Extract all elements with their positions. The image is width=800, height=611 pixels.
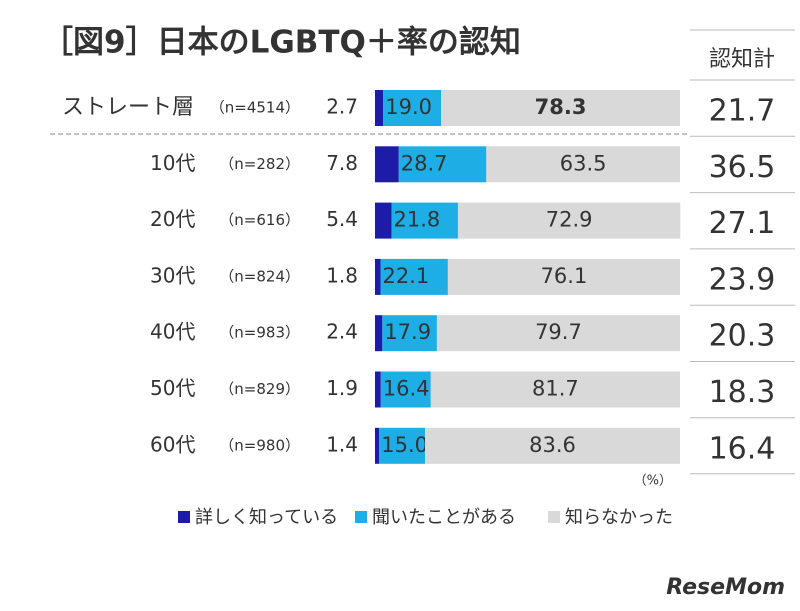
category-label: ストレート層 [62,95,194,120]
legend-label: 詳しく知っている [195,507,338,528]
value-label: 76.1 [541,264,588,288]
value-label: 17.9 [384,320,431,344]
unit-label: （%） [634,474,672,489]
value-label: 15.0 [381,433,428,457]
bar-segment [380,371,431,408]
total-value: 36.5 [709,150,776,185]
value-label: 83.6 [529,433,576,457]
value-label: 16.4 [383,377,430,401]
category-label: 50代 [150,376,195,400]
legend-swatch [355,511,367,523]
total-value: 20.3 [709,319,776,354]
bar-segment [436,315,680,352]
sample-label: （n=616） [219,211,300,229]
value-label: 78.3 [535,95,587,119]
category-label: 60代 [150,432,195,456]
sample-label: （n=4514） [210,99,300,117]
total-value: 16.4 [709,431,776,466]
bar-segment [375,427,380,464]
bar-segment [375,371,381,408]
legend-label: 聞いたことがある [372,507,516,528]
value-label: 63.5 [560,151,607,175]
bar-segment [398,146,487,183]
category-label: 10代 [150,151,195,175]
value-label: 81.7 [532,377,579,401]
total-value: 18.3 [709,375,776,410]
bar-segment [375,202,392,239]
watermark: ReseMom [666,575,785,600]
bar-segment [441,90,680,126]
sample-label: （n=282） [219,155,300,173]
sample-label: （n=983） [219,324,300,342]
bar-segment [486,146,680,183]
value-label: 2.7 [326,95,358,119]
bar-segment [383,90,442,126]
bar-segment [375,315,383,352]
bar-segment [425,427,680,464]
value-label: 21.8 [393,208,440,232]
category-label: 40代 [150,320,195,344]
bar-segment [430,371,680,408]
value-label: 1.9 [326,376,358,400]
value-label: 72.9 [546,208,593,232]
legend-swatch [178,511,190,523]
bar-segment [380,258,448,295]
sample-label: （n=980） [219,436,300,454]
value-label: 22.1 [382,264,429,288]
value-label: 28.7 [401,151,448,175]
total-value: 23.9 [709,262,776,297]
value-label: 1.4 [326,432,358,456]
bar-segment [375,258,381,295]
value-label: 19.0 [385,95,432,119]
total-value: 27.1 [709,206,776,241]
value-label: 1.8 [326,263,358,287]
legend-label: 知らなかった [565,507,673,528]
bar-segment [457,202,681,239]
chart-title: ［図9］日本のLGBTQ＋率の認知 [42,25,521,61]
legend-swatch [548,511,560,523]
bar-segment [382,315,437,352]
bar-segment [447,258,680,295]
value-label: 5.4 [326,207,358,231]
category-label: 20代 [150,207,195,231]
value-label: 2.4 [326,320,358,344]
category-label: 30代 [150,263,195,287]
bar-segment [391,202,458,239]
value-label: 7.8 [326,151,358,175]
sample-label: （n=829） [219,380,300,398]
sample-label: （n=824） [219,267,300,285]
value-label: 79.7 [535,320,582,344]
table-header: 認知計 [709,47,775,72]
bar-segment [375,146,399,183]
bar-segment [375,90,384,126]
bar-segment [379,427,426,464]
total-value: 21.7 [709,94,776,129]
